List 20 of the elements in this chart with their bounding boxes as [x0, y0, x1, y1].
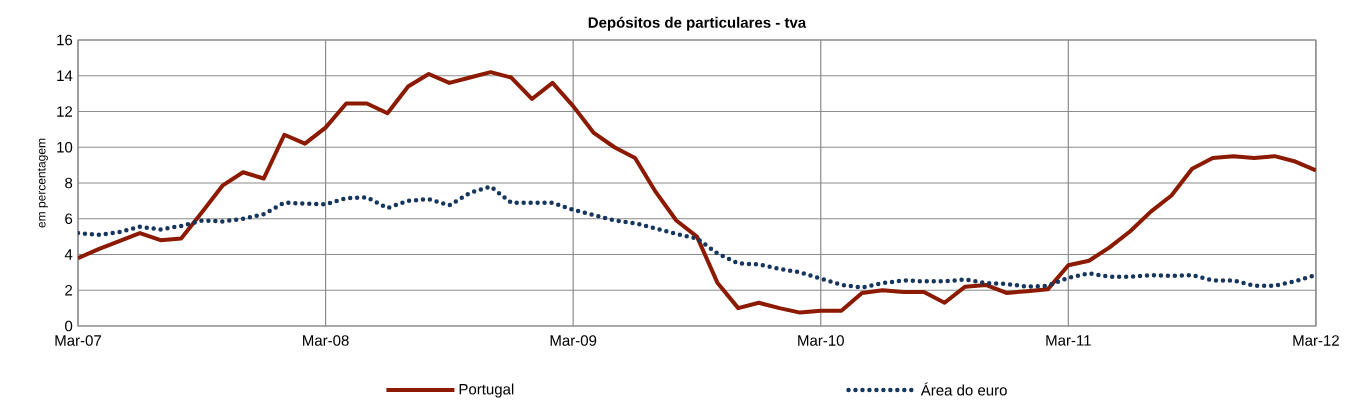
x-tick-label: Mar-08 [303, 335, 349, 346]
y-tick-label: 10 [57, 141, 73, 153]
y-tick-label: 4 [64, 249, 73, 260]
legend-label: Área do euro [920, 382, 1007, 396]
chart-title: Depósitos de particulares - tva [588, 16, 807, 31]
y-axis-title: em percentagem [37, 138, 48, 228]
y-tick-label: 14 [57, 70, 73, 81]
y-tick-label: 0 [65, 320, 73, 332]
y-tick-label: 6 [65, 213, 73, 225]
x-tick-label: Mar-10 [798, 335, 844, 346]
line-series [78, 70, 1316, 315]
y-tick-label: 12 [57, 106, 73, 117]
x-tick-label: Mar-09 [550, 335, 597, 346]
y-tick-label: 16 [57, 34, 73, 46]
x-tick-label: Mar-07 [55, 335, 101, 346]
legend-label: Portugal [459, 383, 514, 398]
x-tick-label: Mar-12 [1293, 335, 1339, 346]
y-tick-label: 2 [65, 285, 73, 296]
x-tick-label: Mar-11 [1046, 335, 1091, 346]
y-tick-label: 8 [65, 177, 73, 189]
